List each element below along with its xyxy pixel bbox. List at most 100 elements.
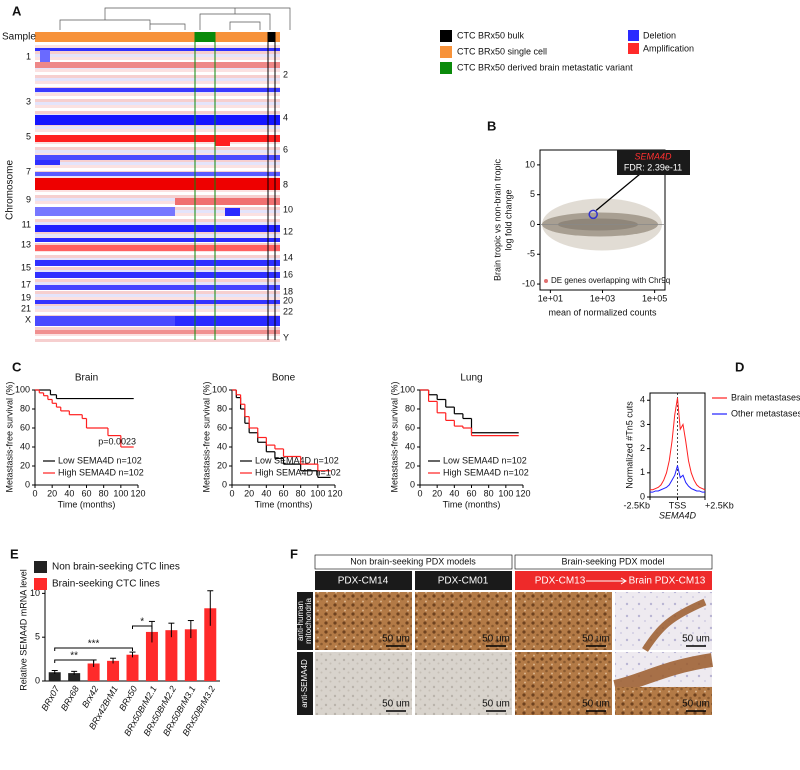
panel-f: Non brain-seeking PDX models Brain-seekin…	[296, 554, 714, 715]
scale-bar-label: 50 um	[482, 634, 510, 645]
heatmap-row	[35, 234, 280, 237]
y-tick-label: 4	[640, 395, 645, 405]
heatmap-band	[35, 272, 280, 278]
chromosome-label: Y	[283, 332, 289, 342]
chromosome-label: 3	[26, 96, 31, 106]
column-header: PDX-CM14	[338, 576, 389, 587]
heatmap-row	[35, 339, 280, 342]
y-tick-label: 100	[15, 384, 30, 394]
y-axis-label: Metastasis-free survival (%)	[389, 381, 399, 492]
x-tick-label: 120	[515, 488, 530, 498]
y-tick-label: 0	[25, 479, 30, 489]
bar	[87, 663, 100, 681]
legend-swatch	[440, 30, 452, 42]
heatmap-row	[35, 75, 280, 78]
heatmap-row	[35, 255, 280, 258]
heatmap-row	[35, 270, 280, 273]
heatmap-row	[35, 306, 280, 309]
y-tick-label: 20	[217, 460, 227, 470]
heatmap-row	[35, 267, 280, 270]
legend-label: High SEMA4D n=102	[255, 467, 341, 477]
chromosome-label: 18	[283, 286, 293, 296]
y-tick-label: 0	[410, 479, 415, 489]
panel-a: SampleChromosome13579111315171921X246810…	[2, 30, 694, 342]
group-header: Brain-seeking PDX model	[561, 556, 664, 566]
x-tick-label: 1e+01	[538, 293, 563, 303]
x-axis-label: Time (months)	[443, 499, 501, 509]
heatmap-row	[35, 279, 280, 282]
heatmap-band	[35, 160, 60, 165]
bar	[184, 629, 197, 681]
heatmap-band	[35, 245, 280, 251]
y-tick-label: 60	[405, 422, 415, 432]
y-tick-label: 2	[640, 443, 645, 453]
micrograph	[315, 652, 412, 715]
heatmap-row	[35, 303, 280, 306]
x-tick-label: 80	[484, 488, 494, 498]
header-box	[514, 554, 713, 570]
signal-line	[650, 465, 705, 493]
heatmap-row	[35, 159, 280, 162]
legend-label: Brain-seeking CTC lines	[52, 579, 160, 590]
x-tick-label: 0	[32, 488, 37, 498]
bar	[145, 631, 158, 681]
heatmap-row	[35, 78, 280, 81]
heatmap-row	[35, 150, 280, 153]
y-tick-label: 20	[20, 460, 30, 470]
heatmap-row	[35, 162, 280, 165]
bar	[204, 608, 217, 681]
y-tick-label: 40	[405, 441, 415, 451]
heatmap-row	[35, 51, 280, 54]
heatmap-row	[35, 99, 280, 102]
sample-bar-variant	[195, 32, 215, 42]
sample-bar	[35, 32, 280, 42]
heatmap-row	[35, 216, 280, 219]
legend-label: CTC BRx50 single cell	[457, 46, 547, 56]
bar	[107, 660, 120, 681]
heatmap-row	[35, 333, 280, 336]
heatmap-band	[175, 198, 280, 205]
legend-swatch	[628, 30, 639, 41]
column-header-box	[415, 571, 512, 590]
x-tick-label: +2.5Kb	[705, 500, 734, 510]
heatmap-band	[35, 155, 280, 160]
panel-label: C	[12, 359, 22, 374]
heatmap-row	[35, 294, 280, 297]
chromosome-label: 8	[283, 179, 288, 189]
legend-label: Amplification	[643, 43, 694, 53]
significance-bracket	[54, 659, 95, 663]
header-arrow	[586, 577, 627, 585]
heatmap-row	[35, 168, 280, 171]
y-tick-label: 0	[222, 479, 227, 489]
legend-label: High SEMA4D n=102	[443, 467, 529, 477]
scale-bar-label: 50 um	[482, 699, 510, 710]
x-tick-label: BRx68	[59, 684, 81, 712]
heatmap-band	[35, 48, 280, 51]
chart-title: Bone	[272, 373, 296, 384]
x-tick-label: 120	[130, 488, 145, 498]
chromosome-label: 21	[21, 303, 31, 313]
heatmap-row	[35, 132, 280, 135]
heatmap-row	[35, 252, 280, 255]
header-box	[314, 554, 513, 570]
heatmap-row	[35, 69, 280, 72]
heatmap-row	[35, 204, 280, 207]
heatmap-row	[35, 147, 280, 150]
column-header-box	[315, 571, 412, 590]
chromosome-label: 17	[21, 279, 31, 289]
significance-bracket	[132, 625, 153, 629]
x-tick-label: 100	[310, 488, 325, 498]
callout-arrow	[595, 173, 641, 211]
x-tick-label: -2.5Kb	[623, 500, 650, 510]
heatmap-row	[35, 54, 280, 57]
panel-label: F	[290, 546, 298, 561]
column-header: Brain PDX-CM13	[629, 576, 706, 587]
callout-fdr: FDR: 2.39e-11	[624, 162, 682, 172]
chromosome-label: 9	[26, 194, 31, 204]
y-tick-label: 80	[20, 403, 30, 413]
y-axis-label: Metastasis-free survival (%)	[201, 381, 211, 492]
x-tick-label: 60	[278, 488, 288, 498]
x-axis-label: SEMA4D	[659, 510, 697, 520]
y-tick-label: 100	[400, 384, 415, 394]
